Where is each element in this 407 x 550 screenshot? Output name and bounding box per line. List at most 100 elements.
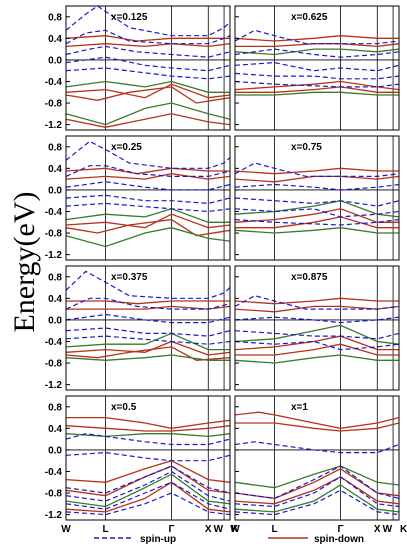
x-tick-label: W <box>214 524 224 535</box>
spin-up-band <box>65 140 231 169</box>
y-tick-label: -0.4 <box>45 467 63 478</box>
panel-frame <box>65 265 231 391</box>
x-tick-label: L <box>102 524 108 535</box>
x-tick-label: W <box>61 524 71 535</box>
y-tick-label: -0.4 <box>45 207 63 218</box>
y-tick-label: -1.2 <box>45 120 63 131</box>
x-tick-label: L <box>271 524 277 535</box>
y-axis-label: Energy(eV) <box>8 191 41 332</box>
panel-frame <box>234 395 400 521</box>
spin-down-band <box>234 167 399 175</box>
spin-up-band <box>65 45 231 58</box>
spin-down-band <box>234 335 399 351</box>
spin-down-band <box>234 484 400 513</box>
spin-down-band <box>65 481 231 513</box>
y-tick-label: 0.8 <box>48 272 62 283</box>
spin-up-band <box>65 297 231 310</box>
x-tick-label: K <box>400 524 407 535</box>
spin-down-band <box>65 86 231 104</box>
x-tick-label: X <box>374 524 381 535</box>
x-tick-label: Γ <box>338 524 344 535</box>
panel-frame <box>65 5 231 131</box>
spin-down-band <box>65 173 231 180</box>
spin-down-band <box>65 43 231 48</box>
spin-up-band <box>65 202 231 213</box>
y-tick-labels: 0.8 0.4 0.0 -0.4 -0.8 -1.2 0.8 0.4 0.0 -0.4 -0.8 -1… <box>45 12 63 521</box>
spin-down-band <box>234 200 400 218</box>
y-tick-label: -0.8 <box>45 229 63 240</box>
spin-down-band <box>234 476 400 505</box>
panel-frame <box>65 395 231 521</box>
spin-up-band <box>65 29 231 45</box>
y-tick-label: 0.0 <box>48 445 62 456</box>
spin-down-band <box>65 80 230 93</box>
spin-up-band <box>65 327 231 337</box>
panel: x=0.875 <box>234 265 400 391</box>
spin-up-band <box>65 451 231 462</box>
y-tick-label: -0.8 <box>45 489 63 500</box>
spin-down-band <box>235 422 400 432</box>
y-tick-label: -1.2 <box>45 380 63 391</box>
spin-down-band <box>65 102 231 126</box>
spin-up-band <box>234 208 400 218</box>
panel-label: x=0.625 <box>291 12 328 23</box>
panel: x=0.375 <box>65 265 231 391</box>
spin-down-band <box>234 227 399 234</box>
panel-label: x=1 <box>291 402 308 413</box>
spin-down-band <box>65 218 231 237</box>
panel-frame <box>234 265 400 391</box>
x-tick-label: X <box>205 524 212 535</box>
panel-label: x=0.75 <box>291 142 322 153</box>
panel: x=0.25 <box>65 135 231 261</box>
x-tick-labels: W L Γ X W KW L Γ X W K <box>61 524 407 535</box>
spin-up-band <box>65 313 231 324</box>
spin-up-band <box>65 335 231 345</box>
spin-down-band <box>234 465 400 489</box>
spin-down-band <box>65 167 230 175</box>
spin-down-band <box>65 83 231 99</box>
panel: x=1 <box>234 395 400 521</box>
spin-down-band <box>234 48 400 56</box>
spin-down-band <box>65 425 231 432</box>
legend-spin-down-label: spin-down <box>314 534 364 545</box>
y-tick-label: 0.8 <box>48 142 62 153</box>
spin-down-band <box>234 297 399 305</box>
spin-up-band <box>234 61 400 72</box>
y-tick-label: -0.4 <box>45 337 63 348</box>
spin-up-band <box>65 465 231 494</box>
spin-down-band <box>234 305 400 313</box>
spin-down-band <box>65 113 231 128</box>
panel-frame <box>234 135 400 261</box>
y-tick-label: -1.2 <box>45 250 63 261</box>
spin-down-band <box>65 227 231 248</box>
spin-up-band <box>65 481 231 510</box>
spin-down-band <box>234 411 400 429</box>
spin-up-band <box>65 194 231 205</box>
spin-down-band <box>65 473 231 508</box>
spin-down-band <box>235 86 399 93</box>
spin-down-band <box>65 340 231 356</box>
panel: x=0.5 <box>65 395 231 521</box>
panel-label: x=0.5 <box>111 402 137 413</box>
y-tick-label: -0.8 <box>45 359 63 370</box>
panel-frame <box>65 135 231 261</box>
spin-down-band <box>65 354 230 361</box>
spin-down-band <box>235 343 399 356</box>
spin-up-band <box>234 72 400 80</box>
x-tick-label: K <box>231 524 239 535</box>
y-tick-label: 0.4 <box>48 164 62 175</box>
spin-down-band <box>66 305 231 310</box>
spin-down-band <box>235 43 400 48</box>
spin-up-band <box>65 67 231 80</box>
spin-up-band <box>234 295 400 310</box>
spin-down-band <box>65 332 230 351</box>
panel-label: x=0.125 <box>111 12 148 23</box>
spin-down-band <box>65 208 230 223</box>
spin-down-band <box>235 216 399 229</box>
spin-up-band <box>65 181 231 191</box>
spin-up-band <box>234 219 400 226</box>
spin-down-band <box>234 354 399 364</box>
spin-down-band <box>65 460 231 483</box>
y-tick-label: -1.2 <box>45 510 63 521</box>
spin-up-band <box>65 270 231 299</box>
